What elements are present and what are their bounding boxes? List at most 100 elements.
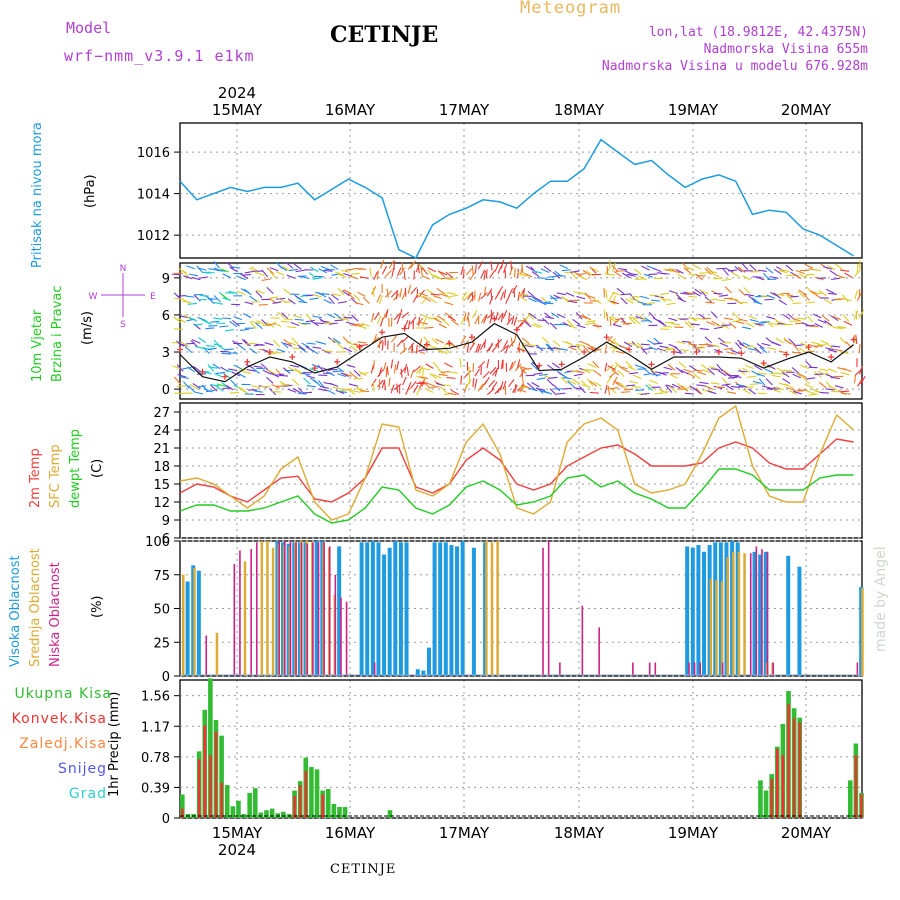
wind-arrow: [334, 319, 344, 322]
wind-arrow: [246, 368, 256, 372]
wind-arrow: [509, 362, 514, 371]
wind-arrow: [290, 321, 300, 327]
wind-arrow: [519, 273, 529, 277]
wind-arrow: [320, 320, 330, 323]
total-precip-bar: [241, 814, 247, 818]
wind-arrow: [857, 378, 863, 387]
total-precip-bar: [758, 780, 763, 818]
wind-arrow: [592, 321, 600, 329]
wind-arrow: [730, 271, 740, 277]
wind-arrow: [264, 342, 274, 346]
high-cloud-bar: [370, 541, 375, 676]
wind-arrow: [207, 364, 215, 372]
wind-arrow: [328, 322, 338, 325]
wind-arrow: [792, 373, 801, 379]
wind-arrow: [748, 315, 757, 320]
wind-arrow: [377, 379, 384, 388]
total-precip-bar: [337, 807, 342, 818]
wind-arrow: [241, 338, 249, 347]
model-name: wrf−nmm_v3.9.1 e1km: [64, 47, 255, 65]
wind-arrow: [635, 315, 645, 320]
wind-arrow: [522, 377, 525, 388]
wind-arrow: [232, 319, 240, 327]
wind-arrow: [587, 363, 597, 368]
wind-arrow: [382, 310, 388, 320]
high-cloud-bar: [786, 555, 791, 676]
wind-arrow: [260, 363, 269, 371]
wind-arrow: [626, 273, 636, 277]
wind-arrow: [182, 270, 190, 278]
wind-arrow: [814, 323, 824, 328]
wind-arrow: [506, 317, 513, 326]
ytick-label: 0: [162, 812, 170, 827]
low-cloud-bar: [755, 546, 758, 676]
wind-arrow: [711, 272, 720, 278]
wind-arrow: [669, 373, 678, 379]
wind-arrow: [255, 343, 265, 346]
wind-arrow: [665, 384, 675, 388]
wind-arrow: [612, 376, 618, 386]
wind-arrow: [310, 348, 319, 355]
wind-arrow: [834, 385, 844, 389]
wind-arrow: [193, 294, 201, 302]
wind-arrow: [381, 265, 388, 275]
wind-arrow: [819, 391, 829, 394]
wind-arrow: [256, 320, 265, 325]
conv-precip-bar: [197, 759, 201, 818]
wind-arrow: [813, 292, 823, 295]
wind-arrow: [412, 384, 419, 393]
wind-arrow: [287, 298, 296, 305]
wind-arrow: [715, 386, 725, 389]
wind-arrow: [648, 311, 656, 320]
wind-arrow: [511, 360, 517, 370]
wind-arrow: [351, 390, 361, 393]
wind-arrow: [278, 374, 289, 377]
wind-arrow: [521, 342, 531, 346]
wind-arrow: [620, 293, 630, 296]
wind-arrow: [634, 278, 644, 281]
wind-arrow: [519, 293, 529, 296]
wind-arrow: [416, 317, 424, 325]
ytick-label: 6: [162, 309, 170, 324]
wind-speed-line: [179, 322, 854, 383]
wind-arrow: [396, 383, 399, 393]
wind-arrow: [610, 300, 619, 305]
wind-arrow: [396, 339, 404, 347]
wind-arrow: [754, 347, 762, 355]
wind-arrow: [464, 292, 472, 301]
wind-arrow: [220, 268, 229, 273]
wind-arrow: [748, 295, 756, 303]
wind-arrow: [275, 271, 285, 276]
wind-arrow: [430, 273, 440, 280]
wind-arrow: [835, 263, 843, 271]
wind-arrow: [400, 368, 403, 378]
wind-arrow: [334, 271, 344, 276]
wind-arrow: [212, 363, 221, 370]
wind-arrow: [609, 387, 619, 390]
wind-arrow: [237, 386, 246, 393]
wind-arrow: [187, 302, 198, 305]
wind-arrow: [231, 266, 241, 269]
wind-arrow: [533, 322, 543, 328]
wind-arrow: [303, 377, 311, 385]
wind-arrow: [536, 377, 546, 381]
total-precip-bar: [219, 735, 224, 818]
compass-w: W: [89, 292, 98, 302]
wind-arrow: [693, 387, 701, 394]
wind-arrow: [530, 344, 540, 347]
gust-marker: [491, 315, 498, 322]
wind-arrow: [766, 316, 776, 320]
wind-arrow: [314, 275, 324, 278]
wind-arrow: [775, 293, 785, 297]
wind-arrow: [301, 372, 311, 376]
wind-arrow: [534, 296, 543, 303]
wind-arrow: [401, 290, 407, 300]
gust-marker: [468, 334, 475, 341]
wind-arrow: [640, 295, 650, 300]
wind-arrow: [295, 269, 305, 273]
wind-arrow: [402, 376, 407, 386]
wind-arrow: [786, 294, 794, 302]
wind-arrow: [769, 372, 779, 375]
wind-arrow: [388, 377, 391, 387]
low-cloud-bar: [373, 662, 376, 676]
